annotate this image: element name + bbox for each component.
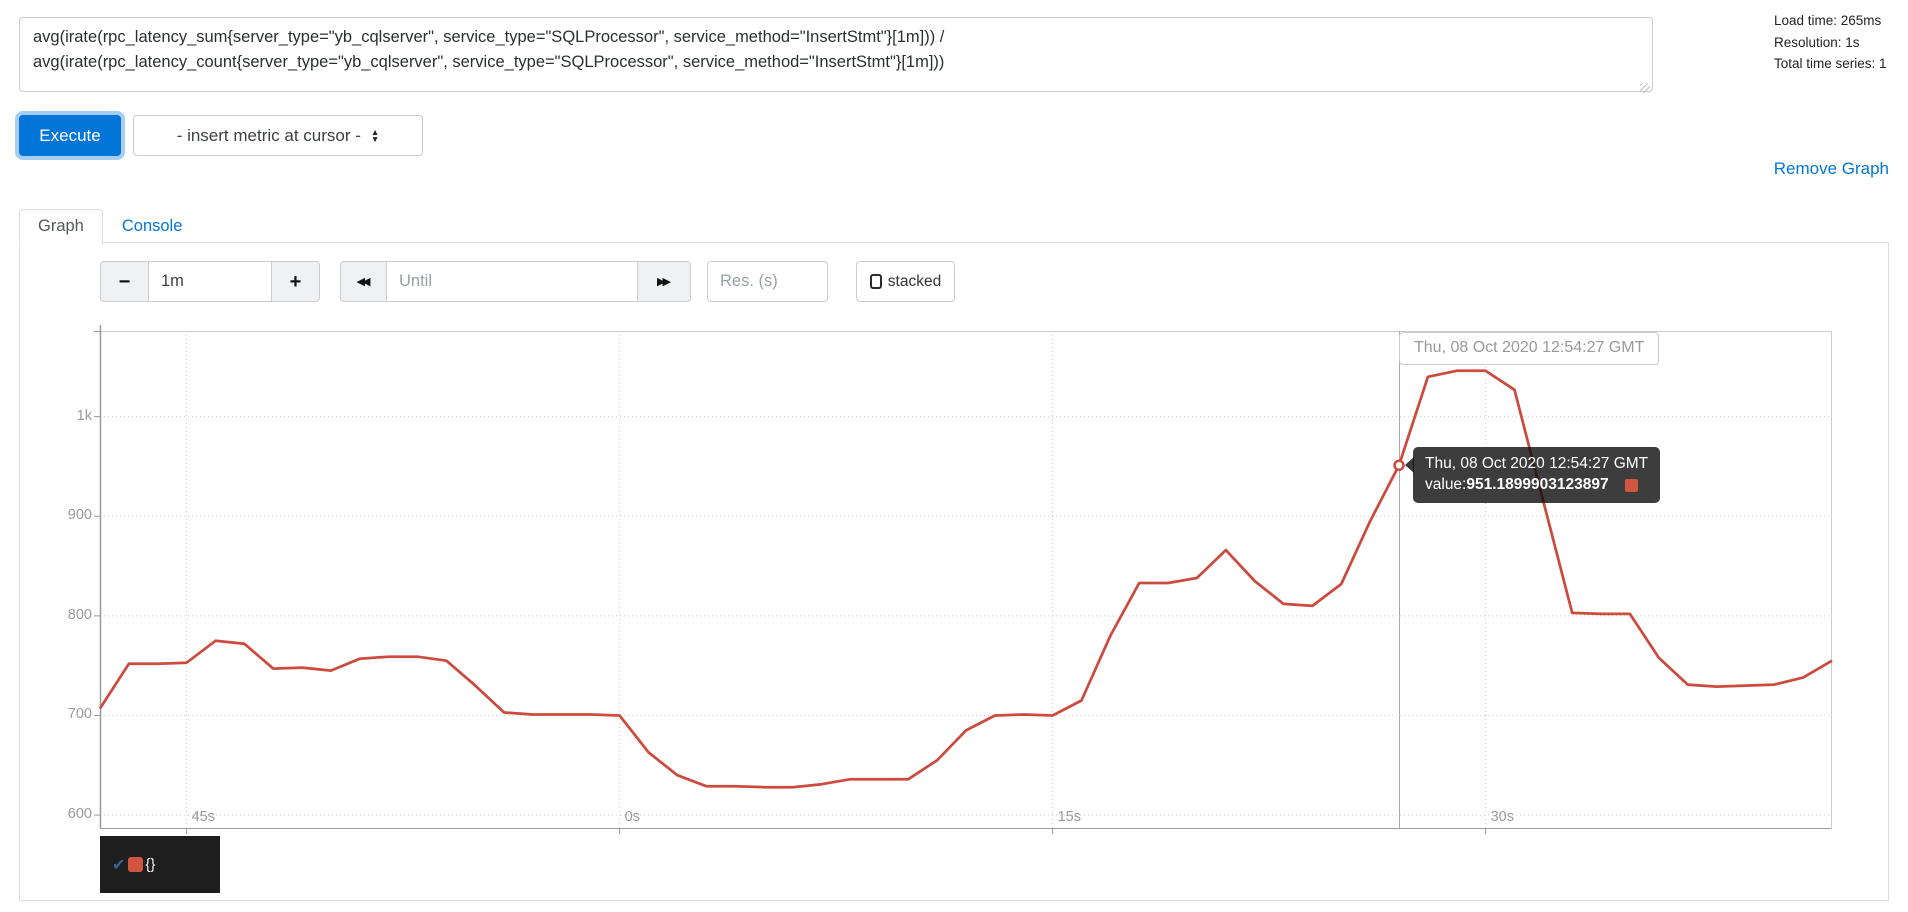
dropdown-arrows-icon: ▲ ▼ xyxy=(370,126,380,144)
hover-date-text: Thu, 08 Oct 2020 12:54:27 GMT xyxy=(1414,339,1645,356)
chart-canvas xyxy=(94,325,1833,834)
checkmark-icon: ✔ xyxy=(112,856,126,874)
tab-graph[interactable]: Graph xyxy=(19,209,103,245)
series-color-swatch xyxy=(128,857,144,872)
y-axis-tick-label: 900 xyxy=(67,507,92,524)
series-label: {} xyxy=(145,856,156,873)
tooltip-value-prefix: value: xyxy=(1425,476,1467,494)
query-expression-input[interactable]: avg(irate(rpc_latency_sum{server_type="y… xyxy=(19,17,1653,92)
tooltip-value-text: 951.1899903123897 xyxy=(1466,476,1609,494)
range-input[interactable] xyxy=(148,261,272,302)
tooltip-color-swatch xyxy=(1624,478,1638,492)
load-time-text: Load time: 265ms xyxy=(1774,13,1882,28)
tooltip-arrow-icon xyxy=(1405,457,1414,474)
plus-icon: + xyxy=(289,270,302,293)
hover-tooltip: Thu, 08 Oct 2020 12:54:27 GMT value: 951… xyxy=(1405,447,1661,504)
x-axis-tick-label: 30s xyxy=(1490,809,1514,825)
x-axis-tick-label: 45s xyxy=(191,809,215,825)
checkbox-icon xyxy=(869,274,882,289)
increase-range-button[interactable]: + xyxy=(272,261,320,302)
minus-icon: − xyxy=(118,270,131,293)
y-axis-tick-label: 700 xyxy=(67,706,92,723)
total-series-text: Total time series: 1 xyxy=(1774,56,1887,71)
execute-button[interactable]: Execute xyxy=(19,115,121,156)
resolution-input[interactable] xyxy=(707,261,828,302)
y-axis-tick-label: 1k xyxy=(76,407,92,424)
graph-toolbar: − + ◀◀ ▶▶ stacked xyxy=(100,261,955,302)
y-axis-tick-label: 800 xyxy=(67,606,92,623)
stacked-label: stacked xyxy=(887,272,942,290)
rewind-button[interactable]: ◀◀ xyxy=(340,261,386,302)
rewind-icon: ◀◀ xyxy=(356,276,371,288)
fast-forward-button[interactable]: ▶▶ xyxy=(638,261,691,302)
until-control-group: ◀◀ ▶▶ xyxy=(340,261,691,302)
y-axis-tick-label: 600 xyxy=(67,806,92,823)
resolution-text: Resolution: 1s xyxy=(1774,34,1860,50)
range-control-group: − + xyxy=(100,261,320,302)
insert-metric-dropdown[interactable]: - insert metric at cursor - ▲ ▼ xyxy=(133,115,423,156)
hover-date-flag: Thu, 08 Oct 2020 12:54:27 GMT xyxy=(1399,332,1660,365)
stacked-toggle-button[interactable]: stacked xyxy=(856,261,955,302)
tab-console[interactable]: Console xyxy=(121,217,183,235)
execute-row: Execute - insert metric at cursor - ▲ ▼ xyxy=(19,115,423,156)
graph-panel: − + ◀◀ ▶▶ stacked xyxy=(19,242,1889,901)
insert-metric-label: - insert metric at cursor - xyxy=(176,125,361,145)
tooltip-date-text: Thu, 08 Oct 2020 12:54:27 GMT xyxy=(1425,455,1649,473)
fast-forward-icon: ▶▶ xyxy=(657,276,671,288)
query-stats: Load time: 265ms Resolution: 1s Total ti… xyxy=(1774,10,1898,75)
until-input[interactable] xyxy=(386,261,638,302)
remove-graph-row: Remove Graph xyxy=(1774,159,1889,179)
x-axis-tick-label: 0s xyxy=(624,809,640,825)
textarea-resize-handle[interactable] xyxy=(1640,83,1650,93)
remove-graph-link[interactable]: Remove Graph xyxy=(1773,159,1889,178)
series-legend-item[interactable]: ✔ {} xyxy=(100,836,220,893)
x-axis-tick-label: 15s xyxy=(1057,809,1081,825)
decrease-range-button[interactable]: − xyxy=(100,261,148,302)
line-chart[interactable]: 1k 900 800 700 600 45s 0s 15s 30s Thu, 08 Oct 2… xyxy=(68,325,1833,834)
graph-console-tabs: Graph Console xyxy=(19,209,201,245)
query-editor-row: avg(irate(rpc_latency_sum{server_type="y… xyxy=(19,17,1653,97)
